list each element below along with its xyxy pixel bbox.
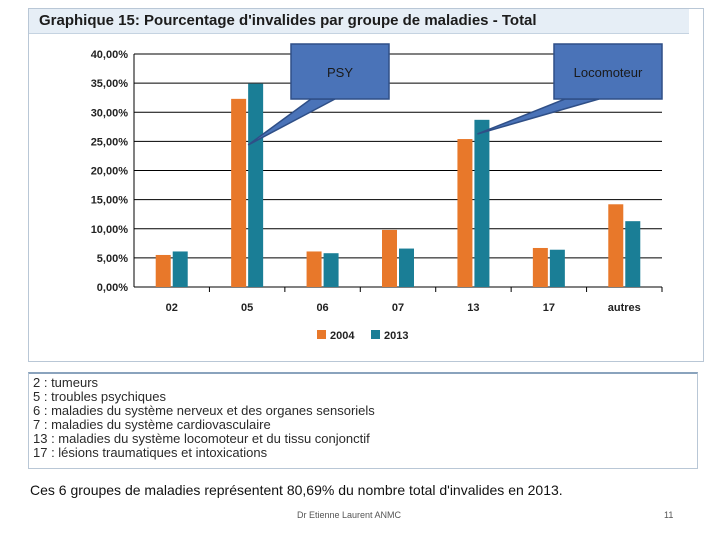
legend-label-2013: 2013	[384, 330, 408, 342]
y-tick-label: 5,00%	[97, 253, 128, 265]
footer-author: Dr Etienne Laurent ANMC	[297, 510, 402, 520]
legend-line-02: 2 : tumeurs	[33, 375, 99, 390]
x-tick-label: 06	[316, 302, 328, 314]
x-tick-label: autres	[608, 302, 641, 314]
bar-2004-05	[231, 98, 247, 287]
page-number: 11	[664, 510, 674, 520]
legend-line-05: 5 : troubles psychiques	[33, 389, 166, 404]
callout-box-locomoteur	[553, 43, 663, 100]
legend-line-13: 13 : maladies du système locomoteur et d…	[33, 431, 370, 446]
y-tick-label: 0,00%	[97, 282, 128, 294]
bar-2013-02	[172, 251, 188, 287]
legend-line-07: 7 : maladies du système cardiovasculaire	[33, 417, 271, 432]
callout-label-locomoteur: Locomoteur	[574, 65, 643, 80]
x-tick-label: 17	[543, 302, 555, 314]
legend-label-2004: 2004	[330, 330, 355, 342]
bar-2013-06	[323, 253, 339, 287]
bar-2013-autres	[625, 221, 641, 287]
y-tick-label: 25,00%	[91, 136, 129, 148]
chart-panel: Graphique 15: Pourcentage d'invalides pa…	[28, 8, 704, 362]
y-tick-label: 40,00%	[91, 49, 129, 61]
x-tick-label: 05	[241, 302, 253, 314]
bar-2004-autres	[608, 204, 624, 287]
bar-chart: 0,00% 5,00% 10,00% 15,00% 20,00% 25,00% 30,00%…	[91, 43, 663, 342]
y-tick-label: 30,00%	[91, 107, 129, 119]
bar-2004-02	[155, 254, 171, 287]
callout-pointer	[477, 98, 600, 135]
legend-line-06: 6 : maladies du système nerveux et des o…	[33, 403, 375, 418]
bar-2004-07	[382, 229, 397, 287]
x-tick-label: 13	[467, 302, 479, 314]
legend-swatch-2004	[317, 330, 326, 339]
bar-2013-07	[399, 248, 414, 287]
summary-text: Ces 6 groupes de maladies représentent 8…	[30, 482, 563, 498]
callout-label-psy: PSY	[327, 65, 353, 80]
x-tick-label: 07	[392, 302, 404, 314]
x-tick-label: 02	[166, 302, 178, 314]
bar-2013-17	[549, 249, 565, 287]
callout-box-psy	[290, 43, 390, 100]
bar-2013-05	[248, 83, 264, 288]
chart-title: Graphique 15: Pourcentage d'invalides pa…	[39, 12, 537, 29]
chart-title-bar: Graphique 15: Pourcentage d'invalides pa…	[29, 9, 689, 34]
disease-group-legend: 2 : tumeurs 5 : troubles psychiques 6 : …	[28, 372, 698, 469]
bar-2004-13	[457, 139, 473, 287]
bar-2004-06	[306, 251, 322, 287]
bar-2013-13	[474, 119, 490, 287]
bar-2004-17	[532, 247, 548, 287]
y-tick-label: 20,00%	[91, 166, 129, 178]
y-tick-label: 10,00%	[91, 224, 129, 236]
legend-swatch-2013	[371, 330, 380, 339]
y-tick-label: 35,00%	[91, 78, 129, 90]
legend-line-17: 17 : lésions traumatiques et intoxicatio…	[33, 445, 268, 460]
y-tick-label: 15,00%	[91, 195, 129, 207]
